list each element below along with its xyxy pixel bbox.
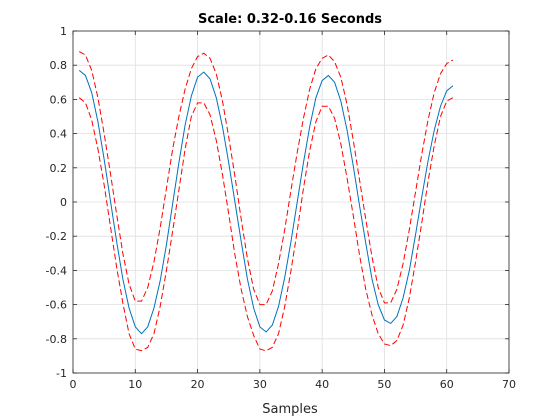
series-layer <box>78 51 454 352</box>
y-tick-label: 0.4 <box>50 128 68 141</box>
x-tick-label: 20 <box>191 378 205 391</box>
y-tick-labels: -1 -0.8 -0.6 -0.4 -0.2 0 0.2 0.4 0.6 0.8 1 <box>46 25 67 380</box>
y-tick-label: -0.4 <box>46 264 67 277</box>
y-tick-label: -1 <box>56 367 67 380</box>
chart-title: Scale: 0.32-0.16 Seconds <box>198 12 382 27</box>
x-tick-label: 50 <box>377 378 391 391</box>
y-tick-label: -0.8 <box>46 333 67 346</box>
x-axis-label: Samples <box>262 402 318 417</box>
y-tick-label: 1 <box>60 25 67 38</box>
y-tick-label: 0.8 <box>50 59 68 72</box>
x-tick-labels: 0 10 20 30 40 50 60 70 <box>70 378 517 391</box>
y-tick-label: -0.2 <box>46 230 67 243</box>
x-tick-label: 70 <box>502 378 516 391</box>
signal-line <box>78 69 454 335</box>
x-tick-label: 0 <box>70 378 77 391</box>
x-tick-label: 10 <box>128 378 142 391</box>
y-tick-label: 0 <box>60 196 67 209</box>
x-tick-label: 40 <box>315 378 329 391</box>
tick-marks <box>72 30 510 374</box>
dashed-bound-line-1 <box>78 51 454 306</box>
y-tick-label: -0.6 <box>46 299 67 312</box>
x-tick-label: 30 <box>253 378 267 391</box>
x-tick-label: 60 <box>440 378 454 391</box>
dashed-bound-line-2 <box>78 97 454 352</box>
y-tick-label: 0.6 <box>50 93 68 106</box>
y-tick-label: 0.2 <box>50 162 68 175</box>
